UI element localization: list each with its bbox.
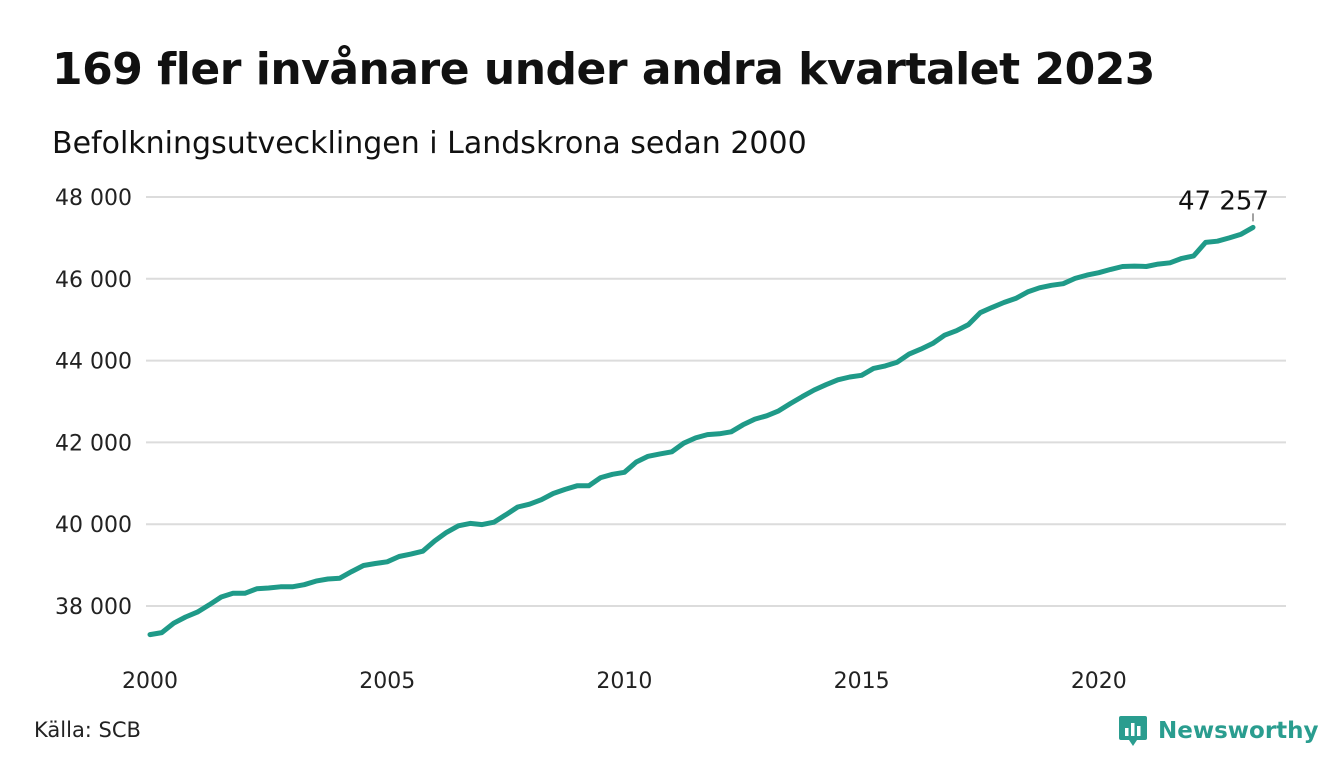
x-tick-label: 2015 [834,669,890,694]
x-tick-label: 2000 [122,669,178,694]
population-line [147,224,1256,638]
grid-lines [146,196,1286,607]
y-tick-label: 42 000 [55,431,132,456]
x-tick-label: 2005 [359,669,415,694]
x-axis-tick-labels: 2000 2005 2010 2015 2020 [122,669,1127,694]
chart-title: 169 fler invånare under andra kvartalet … [52,44,1155,95]
end-value-label: 47 257 [1178,186,1269,216]
chart-subtitle: Befolkningsutvecklingen i Landskrona sed… [52,126,807,161]
x-tick-label: 2010 [596,669,652,694]
series-group [147,224,1256,638]
y-tick-label: 48 000 [55,186,132,211]
y-tick-label: 46 000 [55,268,132,293]
source-note: Källa: SCB [34,718,141,742]
y-tick-label: 44 000 [55,350,132,375]
brand-name: Newsworthy [1158,718,1319,744]
newsworthy-logo-icon [1119,716,1147,746]
end-annotation: 47 257 [1178,186,1269,222]
y-axis-tick-labels: 38 000 40 000 42 000 44 000 46 000 48 000 [55,186,132,620]
y-tick-label: 38 000 [55,595,132,620]
brand-logo: Newsworthy [1118,714,1319,748]
x-tick-label: 2020 [1071,669,1127,694]
y-tick-label: 40 000 [55,513,132,538]
